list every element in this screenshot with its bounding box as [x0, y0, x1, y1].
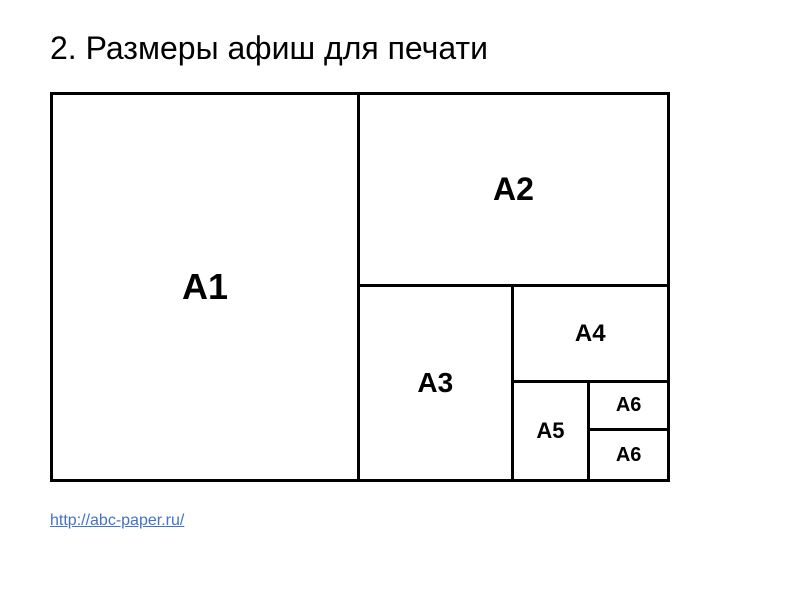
a2-rect: A2 — [360, 95, 667, 287]
bottom-right-container: A3 A4 A5 A6 A6 — [360, 287, 667, 479]
a3-label: A3 — [417, 367, 453, 399]
a2-label: A2 — [493, 171, 534, 208]
page-title: 2. Размеры афиш для печати — [50, 30, 750, 67]
a3-rect: A3 — [360, 287, 514, 479]
a5-label: A5 — [536, 418, 564, 444]
a1-label: A1 — [182, 266, 228, 308]
right-half-container: A2 A3 A4 A5 A6 — [360, 95, 667, 479]
a6-top-label: A6 — [616, 394, 642, 417]
a4-rect: A4 — [514, 287, 668, 383]
a1-rect: A1 — [53, 95, 360, 479]
a5-rect: A5 — [514, 383, 591, 479]
paper-size-diagram: A1 A2 A3 A4 A5 A6 — [50, 92, 670, 482]
a6-bottom-rect: A6 — [590, 431, 667, 479]
source-link[interactable]: http://abc-paper.ru/ — [50, 512, 184, 530]
a4-label: A4 — [575, 320, 606, 348]
a6-stack-container: A6 A6 — [590, 383, 667, 479]
a6-top-rect: A6 — [590, 383, 667, 431]
a6-bottom-label: A6 — [616, 444, 642, 467]
a4-bottom-container: A5 A6 A6 — [514, 383, 668, 479]
a3-right-container: A4 A5 A6 A6 — [514, 287, 668, 479]
